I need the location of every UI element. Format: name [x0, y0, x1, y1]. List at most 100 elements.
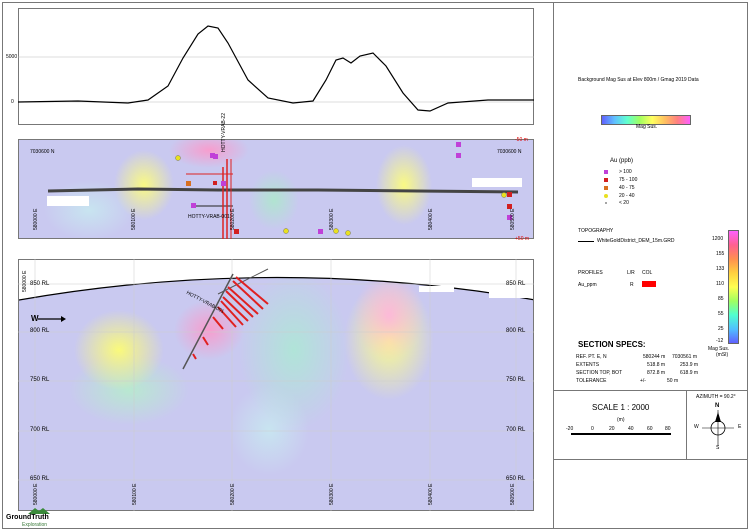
mag-profile-panel [18, 8, 534, 125]
section-rl-right-650: 650 RL [506, 476, 526, 482]
au-legend-range-4: 20 - 40 [619, 193, 635, 199]
section-overlay [18, 259, 534, 511]
profile-side: R [630, 282, 634, 288]
section-easting-3: 580300 E [329, 483, 335, 505]
plan-easting-1: 580100 E [131, 208, 137, 230]
topography-file: WhiteGoldDistrict_DEM_15m.GRD [597, 238, 675, 244]
logo-name: GroundTruth [6, 514, 49, 521]
section-easting-5: 580500 E [510, 483, 516, 505]
plan-minus-50: -50 m [515, 137, 528, 143]
scale-compass-divider [686, 390, 687, 460]
section-rl-right-800: 800 RL [506, 328, 526, 334]
compass-s: S [716, 445, 720, 451]
compass-azimuth: AZIMUTH = 90.2° [696, 394, 736, 400]
specs-label-1: EXTENTS [576, 362, 600, 368]
specs-label-2: SECTION TOP, BOT [576, 370, 623, 376]
au-legend-symbol-1 [604, 170, 608, 174]
mag-scale-tick-6: 25 [718, 326, 724, 332]
specs-v1-3: +/- [640, 378, 646, 384]
scale-bar [571, 433, 671, 435]
au-legend-symbol-2 [604, 178, 608, 182]
specs-v1-2: 872.8 m [647, 370, 666, 376]
plan-hole-label-2: HOTTY-VRAB-001 [188, 214, 230, 220]
specs-title: SECTION SPECS: [578, 340, 646, 349]
scale-title: SCALE 1 : 2000 [592, 403, 650, 412]
au-legend-symbol-4 [604, 194, 608, 198]
profiles-title: PROFILES [578, 270, 603, 276]
mag-scale-tick-4: 85 [718, 296, 724, 302]
scale-tick-3: 40 [628, 426, 634, 432]
au-legend-symbol-3 [604, 186, 608, 190]
scale-unit: (m) [617, 417, 625, 423]
au-legend-range-2: 75 - 100 [619, 177, 638, 183]
plan-easting-5: 580500 E [510, 208, 516, 230]
profile-name: Au_ppm [578, 282, 597, 288]
profile-tick-0: 0 [11, 99, 14, 105]
specs-label-3: TOLERANCE [576, 378, 607, 384]
specs-v2-3: 50 m [667, 378, 679, 384]
bottom-box-divider-2 [553, 459, 748, 460]
au-legend-title: Au (ppb) [610, 158, 634, 164]
specs-v2-0: 7030561 m [672, 354, 698, 360]
mag-colorbar-label: Mag Sus. [636, 124, 658, 130]
section-easting-left-edge: 580000 E [22, 270, 28, 292]
legend-title: Background Mag Sus at Elev 800m / Gmag 2… [578, 77, 699, 83]
specs-v1-0: 580244 m [643, 354, 666, 360]
section-easting-2: 580200 E [230, 483, 236, 505]
section-rl-left-700: 700 RL [30, 427, 50, 433]
mag-scale-tick-7: -12 [716, 338, 724, 344]
section-easting-4: 580400 E [428, 483, 434, 505]
section-topography [19, 260, 533, 301]
au-legend-symbol-5 [605, 202, 607, 204]
right-panel-divider [553, 2, 554, 529]
section-easting-1: 580100 E [132, 483, 138, 505]
scale-tick-5: 80 [665, 426, 671, 432]
compass-e: E [738, 424, 742, 430]
au-legend-range-1: > 100 [619, 169, 632, 175]
section-rl-left-750: 750 RL [30, 377, 50, 383]
au-legend-range-3: 40 - 75 [619, 185, 635, 191]
section-rl-right-700: 700 RL [506, 427, 526, 433]
profile-color-swatch [642, 281, 656, 287]
plan-north-right: 7030600 N [497, 149, 522, 155]
scale-tick-4: 60 [647, 426, 653, 432]
topography-line-symbol [578, 241, 594, 242]
scale-tick-1: 0 [591, 426, 594, 432]
profiles-lr-head: L/R [627, 270, 635, 276]
mag-scale-tick-0: 1200 [712, 236, 724, 242]
mag-scale-unit-1: Mag Sus. [708, 346, 730, 352]
mag-scale-unit-2: (mSI) [716, 352, 729, 358]
mag-scale-bar [728, 230, 739, 344]
plan-blank-right [472, 178, 522, 187]
logo-sub: Exploration [22, 522, 48, 528]
section-rl-right-750: 750 RL [506, 377, 526, 383]
section-easting-0: 580000 E [33, 483, 39, 505]
specs-v1-1: 518.8 m [647, 362, 666, 368]
mag-scale-tick-2: 133 [716, 266, 725, 272]
plan-overlay [47, 142, 519, 239]
section-rl-left-850: 850 RL [30, 281, 50, 287]
cross-section-panel [18, 259, 534, 511]
section-direction-w: W [31, 314, 39, 323]
plan-north-left: 7030600 N [30, 149, 55, 155]
specs-v2-1: 253.9 m [680, 362, 699, 368]
plan-blank-left [47, 196, 89, 206]
bottom-box-divider [553, 390, 748, 391]
mag-scale-tick-1: 155 [716, 251, 725, 257]
plan-hole-label-1: HOTTY-VRAB-22 [221, 113, 227, 152]
mag-profile-plot [18, 25, 534, 112]
mag-colorbar [601, 115, 691, 125]
mag-scale-tick-5: 55 [718, 311, 724, 317]
mag-scale-tick-3: 110 [716, 281, 724, 287]
scale-tick-2: 20 [609, 426, 615, 432]
logo-mountain-icon [28, 508, 50, 514]
section-rl-left-650: 650 RL [30, 476, 50, 482]
scale-tick-0: -20 [566, 426, 574, 432]
profile-tick-5000: 5000 [6, 54, 18, 60]
specs-v2-2: 618.9 m [680, 370, 699, 376]
plan-easting-4: 580400 E [428, 208, 434, 230]
section-rl-right-850: 850 RL [506, 281, 526, 287]
compass-rose-icon [702, 410, 734, 446]
profiles-col-head: COL [642, 270, 653, 276]
